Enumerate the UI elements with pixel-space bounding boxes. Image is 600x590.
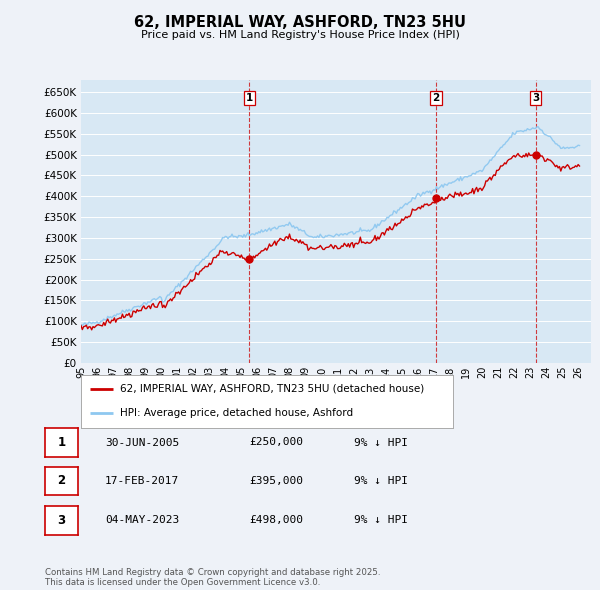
Text: £250,000: £250,000 (249, 438, 303, 447)
Text: 17-FEB-2017: 17-FEB-2017 (105, 476, 179, 486)
Text: 9% ↓ HPI: 9% ↓ HPI (354, 516, 408, 525)
Text: 1: 1 (58, 436, 65, 449)
Text: 2: 2 (432, 93, 440, 103)
Text: HPI: Average price, detached house, Ashford: HPI: Average price, detached house, Ashf… (120, 408, 353, 418)
Text: 3: 3 (532, 93, 539, 103)
Text: 62, IMPERIAL WAY, ASHFORD, TN23 5HU (detached house): 62, IMPERIAL WAY, ASHFORD, TN23 5HU (det… (120, 384, 424, 394)
Text: £498,000: £498,000 (249, 516, 303, 525)
Text: Price paid vs. HM Land Registry's House Price Index (HPI): Price paid vs. HM Land Registry's House … (140, 30, 460, 40)
Text: 9% ↓ HPI: 9% ↓ HPI (354, 438, 408, 447)
Text: 9% ↓ HPI: 9% ↓ HPI (354, 476, 408, 486)
Text: 2: 2 (58, 474, 65, 487)
Text: £395,000: £395,000 (249, 476, 303, 486)
Text: 62, IMPERIAL WAY, ASHFORD, TN23 5HU: 62, IMPERIAL WAY, ASHFORD, TN23 5HU (134, 15, 466, 30)
Text: 30-JUN-2005: 30-JUN-2005 (105, 438, 179, 447)
Text: Contains HM Land Registry data © Crown copyright and database right 2025.
This d: Contains HM Land Registry data © Crown c… (45, 568, 380, 587)
Text: 3: 3 (58, 514, 65, 527)
Text: 1: 1 (246, 93, 253, 103)
Text: 04-MAY-2023: 04-MAY-2023 (105, 516, 179, 525)
